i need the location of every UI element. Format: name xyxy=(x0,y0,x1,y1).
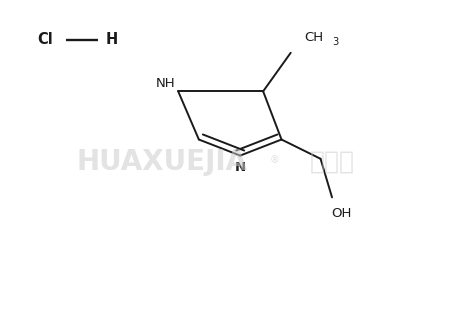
Text: HUAXUEJIA: HUAXUEJIA xyxy=(77,148,248,176)
Text: N: N xyxy=(235,161,246,174)
Text: OH: OH xyxy=(331,207,352,220)
Text: CH: CH xyxy=(304,31,323,44)
Text: ®: ® xyxy=(270,156,280,165)
Text: Cl: Cl xyxy=(37,32,53,47)
Text: H: H xyxy=(105,32,118,47)
Text: NH: NH xyxy=(156,77,175,90)
Text: 化学加: 化学加 xyxy=(310,150,354,174)
Text: 3: 3 xyxy=(332,37,338,47)
